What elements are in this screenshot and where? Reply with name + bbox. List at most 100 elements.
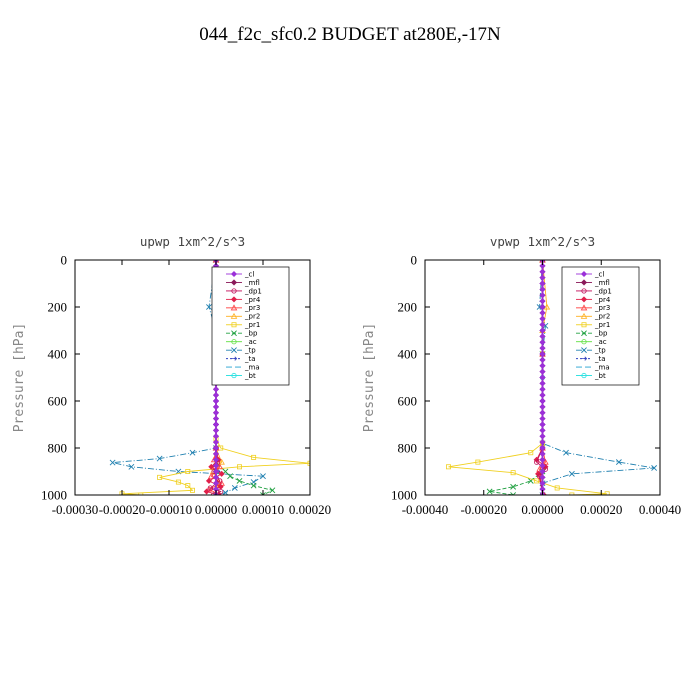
x-tick-label: 0.00000 [195, 502, 237, 517]
data-point-cl [539, 356, 546, 363]
data-point-tp [563, 449, 569, 456]
data-point-cl [212, 468, 220, 475]
data-point-cl [212, 397, 220, 405]
x-tick-label: 0.00020 [289, 502, 331, 517]
data-point-cl [539, 456, 546, 463]
legend-box [561, 266, 640, 386]
data-point-pr4 [208, 463, 215, 470]
data-point-cl [212, 439, 220, 446]
x-tick-label: -0.00020 [460, 502, 507, 517]
data-point-tp [260, 473, 266, 480]
legend-marker [231, 356, 238, 361]
legend-marker [230, 279, 238, 286]
legend-marker [231, 288, 237, 294]
data-point-cl [539, 292, 546, 299]
legend-marker [231, 339, 237, 345]
data-point-cl [539, 397, 546, 405]
data-point-pr1 [528, 450, 534, 456]
data-point-cl [539, 286, 546, 293]
data-point-pr1 [510, 470, 516, 476]
legend-marker [581, 356, 588, 361]
data-point-cl [212, 450, 220, 457]
data-point-cl [539, 374, 546, 381]
x-tick-label: -0.00010 [146, 502, 193, 517]
data-point-bp [250, 482, 257, 489]
legend-marker [231, 347, 237, 354]
data-point-cl [539, 345, 546, 352]
legend-marker [230, 304, 238, 311]
data-point-pr3 [536, 465, 543, 472]
legend-entry: _bp [594, 330, 608, 338]
y-tick-label: 400 [48, 347, 68, 362]
data-point-cl [539, 274, 546, 281]
legend-entry: _tp [244, 347, 256, 355]
data-point-pr1 [569, 492, 575, 495]
data-point-pr1 [190, 487, 195, 493]
legend-marker [230, 312, 238, 319]
data-point-cl [539, 339, 546, 346]
y-tick-label: 800 [398, 441, 418, 456]
data-point-pr2 [543, 303, 551, 310]
legend-entry: _mfl [244, 279, 260, 287]
legend-entry: _tp [594, 347, 606, 355]
data-point-cl [539, 392, 546, 399]
y-tick-label: 600 [48, 394, 68, 409]
data-point-pr1 [604, 491, 610, 495]
legend-entry: _pr2 [244, 313, 260, 321]
y-tick-label: 400 [398, 347, 418, 362]
legend-entry: _bt [244, 372, 256, 380]
data-point-cl [539, 315, 546, 322]
data-point-cl [539, 409, 546, 416]
data-point-pr1 [175, 479, 181, 485]
data-point-tp [109, 459, 116, 466]
legend-marker [580, 296, 588, 303]
data-point-tp [189, 449, 196, 456]
x-tick-label: 0.00000 [521, 502, 563, 517]
legend-entry: _ac [244, 338, 257, 346]
legend-marker [581, 322, 587, 328]
data-point-pr4 [535, 470, 542, 477]
legend-marker [580, 279, 588, 286]
vpwp-panel: vpwp 1xm^2/s^3 Pressure [hPa] -0.00040 -0.0… [362, 234, 681, 517]
data-point-cl [212, 444, 220, 452]
legend-marker [581, 330, 587, 337]
data-point-pr1 [251, 454, 257, 460]
data-point-cl [539, 415, 546, 422]
data-point-pr1 [307, 460, 310, 466]
data-point-cl [539, 462, 546, 469]
data-point-tp [156, 455, 163, 462]
data-point-pr1 [446, 464, 451, 470]
legend-entry: _bt [594, 372, 606, 380]
data-point-pr3 [216, 463, 224, 470]
legend-entry: _cl [244, 270, 254, 278]
data-point-pr1 [138, 492, 144, 495]
data-point-cl [539, 380, 546, 387]
data-point-tp [231, 485, 238, 491]
data-point-cl [539, 303, 546, 311]
data-point-tp [651, 465, 658, 471]
data-point-bp [510, 483, 517, 490]
data-point-cl [539, 421, 546, 428]
data-point-cl [539, 309, 546, 316]
legend-entry: _pr3 [244, 304, 260, 312]
legend-marker [580, 304, 588, 311]
data-point-cl [539, 480, 546, 487]
data-point-cl [539, 450, 546, 457]
y-axis-label: Pressure [hPa] [12, 323, 27, 433]
legend-entry: _dp1 [594, 287, 612, 295]
data-point-cl [539, 262, 546, 269]
data-point-cl [539, 298, 546, 305]
data-point-pr2 [218, 458, 225, 465]
x-tick-label: -0.00020 [99, 502, 146, 517]
data-point-pr1 [554, 485, 560, 491]
data-point-cl [539, 444, 546, 452]
data-point-cl [212, 474, 220, 481]
data-point-cl [212, 392, 220, 399]
y-tick-label: 0 [61, 253, 68, 268]
data-point-tp [128, 463, 135, 470]
legend-marker [581, 339, 587, 345]
legend: _cl_mfl_dp1_pr4_pr3_pr2_pr1_bp_ac_tp_ta_… [211, 266, 290, 386]
y-axis-label: Pressure [hPa] [362, 323, 377, 433]
x-tick-label: -0.00030 [52, 502, 99, 517]
